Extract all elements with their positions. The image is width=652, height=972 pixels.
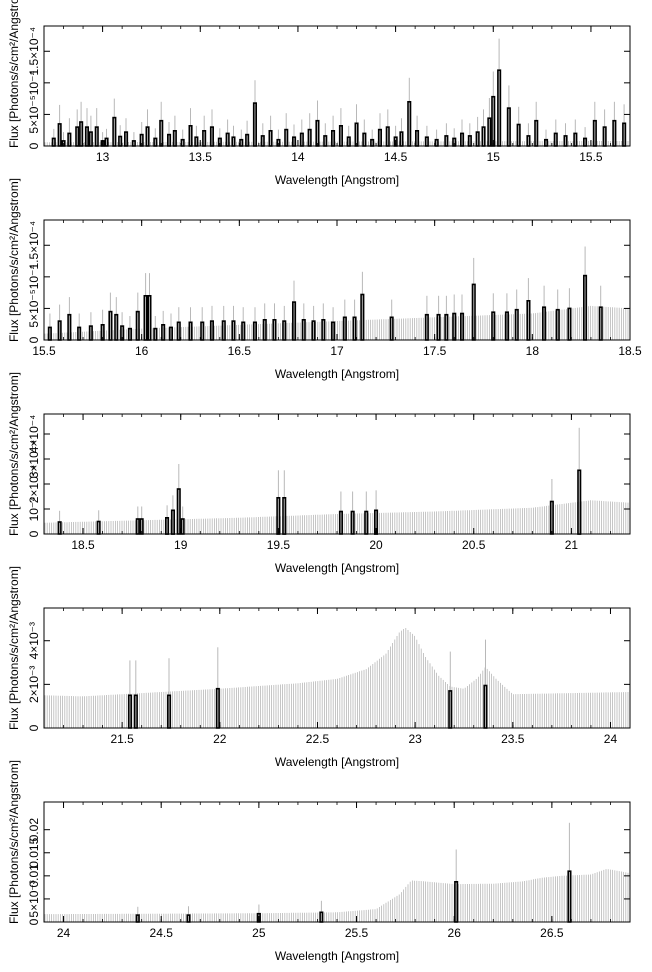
y-tick-label: 1.5×10⁻⁴ [27,221,41,270]
y-tick-label: 4×10⁻³ [27,622,41,659]
y-axis-label: Flux [Photons/s/cm²/Angstrom] [7,372,21,536]
data-bars [47,274,603,341]
plot-frame [43,25,631,147]
y-tick-label: 2×10⁻³ [27,666,41,703]
x-tick-label: 14 [291,150,305,164]
data-bars [57,469,582,535]
y-tick-label: 1.5×10⁻⁴ [27,27,41,76]
chart-panel-2: 15.5 16 16.5 17 17.5 18 18.5 0 5×10⁻⁵10⁻⁴1.5×10⁻… [7,178,642,381]
x-tick-label: 19.5 [267,538,291,552]
x-tick-label: 19 [174,538,188,552]
data-bars [135,870,572,923]
y-tick-label: 0.02 [27,818,41,842]
x-axis-label: Wavelength [Angstrom] [275,755,399,769]
y-tick-label: 5×10⁻⁵ [27,289,41,327]
x-tick-label: 20.5 [462,538,486,552]
error-bars [59,427,580,534]
y-tick-label: 3×10⁻⁴ [27,440,41,479]
y-tick-label: 10⁻⁴ [27,497,41,522]
x-tick-label: 17 [330,344,344,358]
y-tick-label: 0 [27,918,41,925]
x-tick-label: 17.5 [423,344,447,358]
y-tick-label: 5×10⁻³ [27,880,41,917]
y-tick-label: 0 [27,530,41,537]
x-tick-label: 18.5 [618,344,642,358]
error-bars [49,246,602,340]
chart-panel-1: 13 13.5 14 14.5 15 15.5 0 5×10⁻⁵10⁻⁴1.5×10⁻⁴ Wav… [7,0,631,187]
y-tick-label: 0.01 [27,864,41,888]
y-tick-label: 2×10⁻⁴ [27,465,41,504]
x-tick-label: 22.5 [306,732,330,746]
x-tick-label: 23 [408,732,422,746]
x-tick-label: 24 [57,926,71,940]
x-tick-label: 15.5 [32,344,56,358]
y-axis-label: Flux [Photons/s/cm²/Angstrom] [7,566,21,730]
x-tick-label: 16.5 [228,344,252,358]
x-tick-label: 24.5 [150,926,174,940]
x-tick-label: 20 [369,538,383,552]
x-tick-label: 26 [448,926,462,940]
y-axis-label: Flux [Photons/s/cm²/Angstrom] [7,760,21,924]
error-bars [129,639,486,728]
y-axis-label: Flux [Photons/s/cm²/Angstrom] [7,178,21,342]
x-tick-label: 14.5 [384,150,408,164]
x-tick-label: 13 [96,150,110,164]
y-tick-label: 0 [27,724,41,731]
x-tick-label: 15 [487,150,501,164]
x-tick-label: 18.5 [71,538,95,552]
x-tick-label: 18 [526,344,540,358]
x-tick-label: 26.5 [540,926,564,940]
x-axis-label: Wavelength [Angstrom] [275,949,399,963]
x-tick-label: 25 [252,926,266,940]
y-tick-label: 0 [27,336,41,343]
x-tick-label: 21.5 [110,732,134,746]
x-tick-label: 25.5 [345,926,369,940]
x-axis-label: Wavelength [Angstrom] [275,367,399,381]
y-tick-label: 10⁻⁴ [27,264,41,289]
x-axis-label: Wavelength [Angstrom] [275,561,399,575]
y-tick-label: 10⁻⁴ [27,70,41,95]
chart-panel-4: 21.5 22 22.5 23 23.5 24 0 2×10⁻³ 4×10⁻³ Wavelengt… [7,566,631,769]
x-tick-label: 15.5 [579,150,603,164]
x-axis-label: Wavelength [Angstrom] [275,173,399,187]
x-tick-label: 13.5 [189,150,213,164]
y-tick-label: 0 [27,142,41,149]
background-error-field [44,628,629,728]
x-tick-label: 16 [135,344,149,358]
y-tick-label: 5×10⁻⁵ [27,95,41,133]
x-tick-label: 21 [565,538,579,552]
y-tick-label: 4×10⁻⁴ [27,415,41,454]
data-bars [127,684,488,729]
x-tick-label: 24 [604,732,618,746]
data-bars [51,69,627,147]
background-error-field [44,869,629,922]
chart-panel-3: 18.5 19 19.5 20 20.5 21 0 10⁻⁴2×10⁻⁴3×10⁻⁴4×10⁻… [7,372,631,575]
x-tick-label: 23.5 [501,732,525,746]
x-tick-label: 22 [213,732,227,746]
y-tick-label: 0.015 [27,837,41,867]
y-axis-label: Flux [Photons/s/cm²/Angstrom] [7,0,21,148]
background-error-field [44,500,629,534]
